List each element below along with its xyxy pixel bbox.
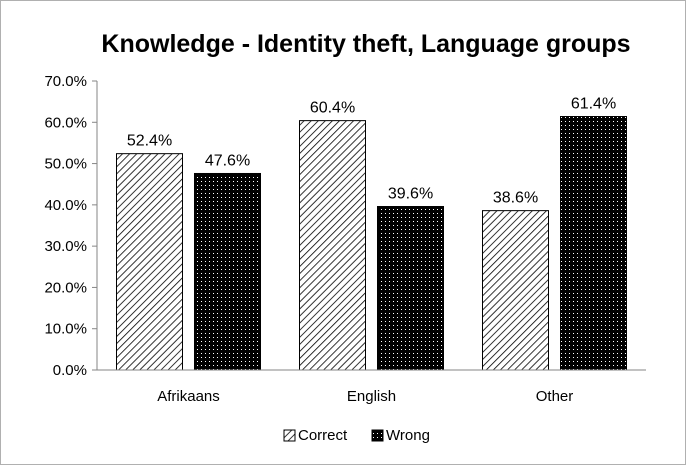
bar-correct-english xyxy=(299,120,366,371)
y-tick-label: 50.0% xyxy=(44,156,87,173)
legend: Correct Wrong xyxy=(283,427,430,444)
bar-wrong-english xyxy=(377,206,444,371)
x-tick-label: Other xyxy=(536,388,574,405)
y-tick-label: 70.0% xyxy=(44,73,87,90)
legend-label-wrong: Wrong xyxy=(386,427,430,444)
chart-title: Knowledge - Identity theft, Language gro… xyxy=(101,30,630,58)
bars xyxy=(116,116,627,371)
bar-correct-other xyxy=(482,210,549,371)
data-labels: 52.4% 47.6% 60.4% 39.6% 38.6% 61.4% xyxy=(127,96,616,207)
data-label-wrong-other: 61.4% xyxy=(571,96,616,113)
y-tick-label: 0.0% xyxy=(53,362,87,379)
legend-swatch-wrong xyxy=(371,429,384,442)
data-label-wrong-afrikaans: 47.6% xyxy=(205,152,250,169)
y-tick-label: 30.0% xyxy=(44,238,87,255)
y-tick-label: 20.0% xyxy=(44,279,87,296)
y-axis: 0.0% 10.0% 20.0% 30.0% 40.0% 50.0% 60.0% 70.0% xyxy=(44,73,98,379)
data-label-wrong-english: 39.6% xyxy=(388,186,433,203)
legend-swatch-correct xyxy=(283,429,296,442)
bar-wrong-other xyxy=(560,116,627,371)
x-tick-label: English xyxy=(347,388,396,405)
y-tick-label: 40.0% xyxy=(44,197,87,214)
data-label-correct-english: 60.4% xyxy=(310,100,355,117)
legend-label-correct: Correct xyxy=(298,427,348,444)
bar-wrong-afrikaans xyxy=(194,172,261,371)
x-tick-label: Afrikaans xyxy=(157,388,220,405)
bar-correct-afrikaans xyxy=(116,153,183,371)
data-label-correct-other: 38.6% xyxy=(493,190,538,207)
data-label-correct-afrikaans: 52.4% xyxy=(127,133,172,150)
y-tick-label: 10.0% xyxy=(44,321,87,338)
y-tick-label: 60.0% xyxy=(44,114,87,131)
x-axis: Afrikaans English Other xyxy=(97,369,646,405)
